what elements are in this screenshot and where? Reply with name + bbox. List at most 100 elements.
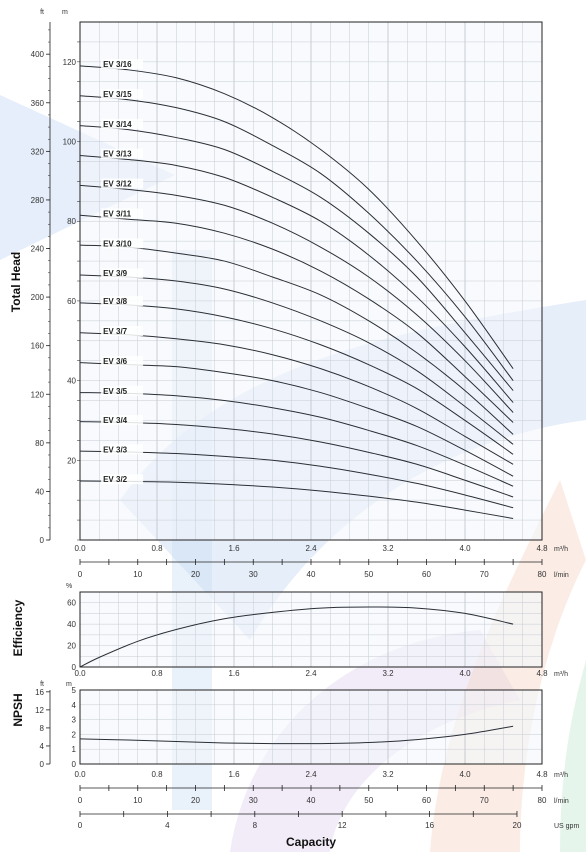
curve-label-bg (101, 148, 144, 159)
m-tick-label: 3 (72, 716, 77, 725)
x-tick-label: 4.8 (536, 669, 548, 678)
curve-label-bg (101, 268, 144, 279)
head-curve (79, 362, 514, 477)
m-unit: m (62, 9, 68, 16)
x-tick-label: 2.4 (305, 770, 317, 779)
x-unit-gpm: US gpm (554, 823, 579, 830)
ft-tick-label: 400 (31, 50, 45, 59)
curve-label-bg (101, 296, 144, 307)
x-tick-label: 4.0 (459, 669, 471, 678)
ft-tick-label: 120 (31, 390, 45, 399)
curve-label-bg (101, 178, 144, 189)
head-curve (79, 95, 514, 381)
x-tick-label: 2.4 (305, 544, 317, 553)
curve-label-bg (101, 474, 144, 485)
curve-label-bg (101, 385, 144, 396)
head-curve (79, 244, 514, 435)
x-tick-label: 1.6 (228, 770, 240, 779)
curve-label-bg (101, 208, 144, 219)
gpm-tick-label: 8 (253, 821, 258, 830)
curve-label: EV 3/10 (103, 239, 132, 248)
m-tick-label: 20 (67, 456, 76, 465)
ft-tick-label: 40 (35, 487, 44, 496)
ft-tick-label: 80 (35, 439, 44, 448)
curve-label: EV 3/12 (103, 180, 132, 189)
head-curve (79, 450, 514, 509)
m-tick-label: 40 (67, 377, 76, 386)
x-tick-label: 4.0 (459, 770, 471, 779)
x-tick-label: 80 (538, 796, 547, 805)
head-curve (79, 214, 514, 423)
x-tick-label: 50 (364, 796, 373, 805)
x-tick-label: 3.2 (382, 544, 394, 553)
x-tick-label: 0.0 (74, 544, 86, 553)
curve-label: EV 3/3 (103, 445, 128, 454)
head-curve (79, 421, 514, 498)
x-tick-label: 20 (191, 796, 200, 805)
ft-tick-label: 320 (31, 147, 45, 156)
head-curve (79, 65, 514, 369)
eff-tick-label: 20 (67, 642, 76, 651)
curve-label: EV 3/13 (103, 150, 132, 159)
m-tick-label: 80 (67, 217, 76, 226)
x-tick-label: 10 (133, 796, 142, 805)
m-tick-label: 4 (72, 701, 77, 710)
x-tick-label: 2.4 (305, 669, 317, 678)
head-curve (79, 332, 514, 465)
m-tick-label: 100 (63, 138, 77, 147)
m-tick-label: 5 (72, 686, 77, 695)
curve-label: EV 3/15 (103, 90, 132, 99)
efficiency-curve (79, 606, 514, 668)
gpm-tick-label: 20 (513, 821, 522, 830)
x-tick-label: 3.2 (382, 770, 394, 779)
ft-tick-label: 8 (40, 724, 45, 733)
x-tick-label: 0.0 (74, 770, 86, 779)
x-tick-label: 50 (364, 570, 373, 579)
x-tick-label: 1.6 (228, 669, 240, 678)
x-tick-label: 30 (249, 796, 258, 805)
ft-tick-label: 4 (40, 742, 45, 751)
curve-label-bg (101, 59, 144, 70)
ft-tick-label: 16 (35, 688, 44, 697)
x-unit-lmin: l/min (554, 572, 569, 579)
ft-tick-label: 240 (31, 245, 45, 254)
ft-tick-label: 280 (31, 196, 45, 205)
y-axis-title: NPSH (11, 693, 25, 726)
curve-label: EV 3/4 (103, 416, 128, 425)
curve-label-bg (101, 88, 144, 99)
head-curve (79, 480, 514, 519)
gpm-tick-label: 0 (78, 821, 83, 830)
curve-label: EV 3/11 (103, 209, 132, 218)
x-tick-label: 40 (307, 570, 316, 579)
x-tick-label: 10 (133, 570, 142, 579)
head-curve (79, 154, 514, 403)
gpm-tick-label: 12 (338, 821, 347, 830)
x-tick-label: 70 (480, 570, 489, 579)
eff-unit: % (66, 583, 72, 590)
x-tick-label: 80 (538, 570, 547, 579)
curve-label-bg (101, 444, 144, 455)
curve-label-bg (101, 118, 144, 129)
m-tick-label: 1 (72, 745, 77, 754)
y-axis-title: Efficiency (11, 599, 25, 656)
x-axis-title: Capacity (286, 835, 336, 849)
plot-frame (79, 689, 543, 765)
x-tick-label: 20 (191, 570, 200, 579)
plot-frame (79, 591, 543, 668)
gpm-tick-label: 4 (165, 821, 170, 830)
x-unit-m3h: m³/h (554, 546, 568, 553)
curve-label: EV 3/7 (103, 327, 128, 336)
x-tick-label: 60 (422, 570, 431, 579)
x-tick-label: 0.0 (74, 669, 86, 678)
m-tick-label: 0 (72, 760, 77, 769)
gpm-tick-label: 16 (425, 821, 434, 830)
x-tick-label: 0.8 (151, 770, 163, 779)
x-tick-label: 70 (480, 796, 489, 805)
curve-label-bg (101, 238, 144, 249)
x-tick-label: 1.6 (228, 544, 240, 553)
ft-tick-label: 160 (31, 342, 45, 351)
curve-label: EV 3/9 (103, 269, 128, 278)
x-unit-m3h: m³/h (554, 671, 568, 678)
curve-label: EV 3/8 (103, 297, 128, 306)
